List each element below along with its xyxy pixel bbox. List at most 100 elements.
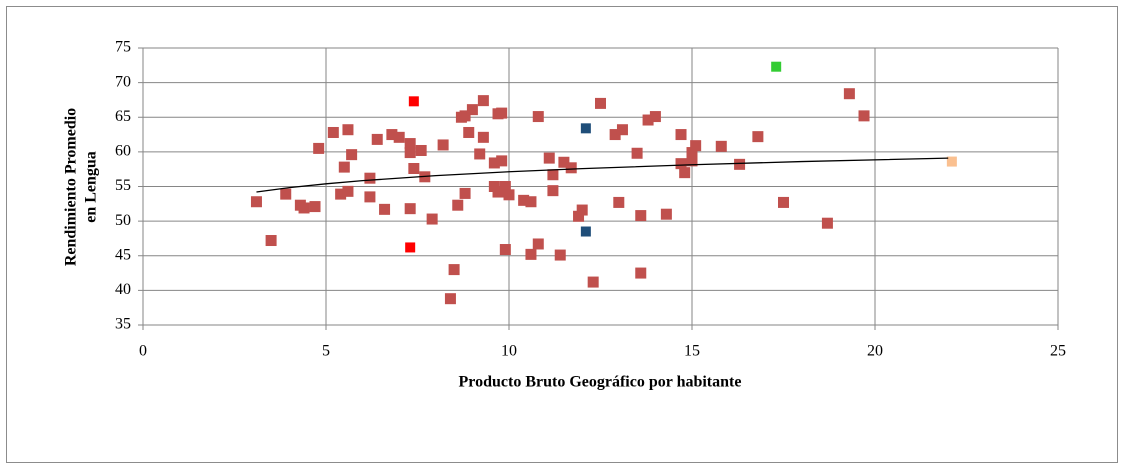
point bbox=[309, 201, 321, 213]
point bbox=[488, 157, 500, 169]
point bbox=[265, 235, 277, 247]
point bbox=[858, 110, 870, 122]
point bbox=[364, 172, 376, 184]
point bbox=[364, 191, 376, 203]
point bbox=[946, 156, 957, 167]
y-tick-label: 50 bbox=[115, 212, 131, 229]
point bbox=[532, 111, 544, 123]
point bbox=[613, 196, 625, 208]
point bbox=[280, 188, 292, 200]
point bbox=[532, 238, 544, 250]
point bbox=[404, 147, 416, 159]
point bbox=[547, 185, 559, 197]
point bbox=[576, 204, 588, 216]
x-tick-label: 15 bbox=[684, 343, 700, 360]
point bbox=[631, 147, 643, 159]
point bbox=[525, 196, 537, 208]
point bbox=[752, 131, 764, 143]
point bbox=[452, 199, 464, 211]
point bbox=[408, 96, 419, 107]
point bbox=[821, 217, 833, 229]
point bbox=[543, 152, 555, 164]
point bbox=[580, 123, 591, 134]
x-tick-label: 20 bbox=[867, 343, 883, 360]
point bbox=[444, 293, 456, 305]
point bbox=[499, 244, 511, 256]
point bbox=[459, 187, 471, 199]
point bbox=[298, 202, 310, 214]
point bbox=[587, 276, 599, 288]
point bbox=[690, 140, 702, 152]
point bbox=[404, 203, 416, 215]
y-axis-title: Rendimiento Promedio bbox=[63, 108, 80, 266]
point bbox=[386, 129, 398, 141]
point bbox=[580, 226, 591, 237]
point bbox=[466, 104, 478, 116]
point bbox=[547, 169, 559, 181]
point bbox=[675, 158, 687, 170]
point bbox=[499, 181, 511, 192]
x-tick-label: 10 bbox=[501, 343, 517, 360]
point bbox=[492, 186, 504, 198]
point bbox=[675, 129, 687, 141]
point bbox=[327, 126, 339, 138]
point bbox=[250, 196, 262, 208]
y-tick-label: 45 bbox=[115, 246, 131, 263]
point bbox=[496, 155, 508, 167]
x-tick-label: 25 bbox=[1050, 343, 1066, 360]
x-axis-title: Producto Bruto Geográfico por habitante bbox=[459, 374, 742, 391]
point bbox=[338, 161, 350, 173]
point bbox=[525, 248, 537, 260]
point bbox=[778, 196, 789, 208]
point bbox=[573, 210, 585, 222]
point bbox=[496, 107, 508, 119]
y-tick-label: 55 bbox=[115, 177, 131, 194]
x-tick-label: 5 bbox=[322, 343, 330, 360]
point bbox=[404, 138, 416, 150]
point bbox=[477, 131, 489, 143]
point bbox=[342, 185, 354, 197]
point bbox=[616, 124, 628, 136]
point bbox=[843, 88, 855, 100]
point bbox=[346, 149, 358, 161]
point bbox=[313, 142, 325, 154]
point bbox=[379, 203, 391, 215]
y-tick-label: 60 bbox=[115, 143, 131, 160]
point bbox=[660, 208, 672, 220]
point bbox=[405, 242, 416, 253]
point bbox=[679, 167, 691, 179]
point bbox=[635, 267, 647, 279]
point bbox=[393, 131, 405, 143]
point bbox=[609, 129, 621, 141]
point bbox=[518, 194, 530, 206]
point bbox=[734, 158, 746, 170]
point bbox=[426, 213, 438, 225]
point bbox=[649, 111, 661, 123]
point bbox=[554, 249, 566, 261]
point bbox=[565, 162, 577, 174]
point bbox=[459, 110, 471, 122]
point bbox=[503, 189, 515, 201]
y-tick-label: 75 bbox=[115, 39, 131, 56]
point bbox=[642, 114, 654, 126]
point bbox=[771, 61, 782, 72]
point bbox=[595, 97, 606, 109]
y-axis-title: en Lengua bbox=[83, 151, 100, 223]
trendline bbox=[256, 157, 949, 193]
chart-frame bbox=[6, 6, 1118, 463]
y-tick-label: 70 bbox=[115, 73, 131, 90]
point bbox=[415, 144, 427, 156]
point bbox=[335, 188, 347, 200]
point bbox=[686, 147, 698, 159]
x-tick-label: 0 bbox=[139, 343, 147, 360]
point bbox=[474, 148, 486, 160]
point bbox=[342, 124, 354, 136]
point bbox=[477, 95, 489, 107]
point bbox=[408, 162, 420, 174]
point bbox=[371, 133, 383, 145]
point bbox=[686, 155, 698, 167]
point bbox=[635, 210, 647, 222]
point bbox=[715, 140, 727, 152]
